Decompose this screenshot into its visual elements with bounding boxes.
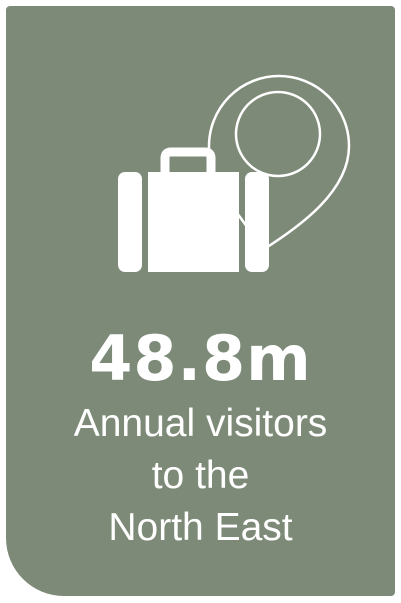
- caption-line: North East: [108, 506, 293, 549]
- icon-group: [106, 66, 366, 306]
- caption-line: Annual visitors: [73, 402, 328, 445]
- visitor-stat-card: 48.8m Annual visitors to the North East: [6, 6, 395, 596]
- stat-value: 48.8m: [89, 322, 312, 395]
- suitcase-icon: [118, 147, 269, 272]
- stat-caption: Annual visitors to the North East: [6, 398, 395, 554]
- caption-line: to the: [151, 454, 250, 497]
